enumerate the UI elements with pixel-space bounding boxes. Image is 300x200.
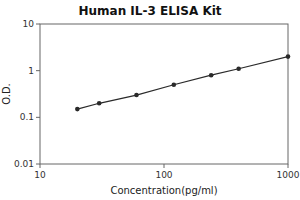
x-tick	[164, 164, 165, 168]
chart: 10 100 1000 0.01 0.1 1 10 Human IL-3 ELISA Kit C…	[0, 0, 300, 200]
data-point	[134, 93, 139, 98]
data-point	[236, 66, 241, 71]
plot-frame	[40, 24, 288, 164]
y-tick	[36, 24, 40, 25]
x-tick-label: 10	[34, 170, 46, 180]
x-label: Concentration(pg/ml)	[110, 185, 217, 196]
y-tick	[36, 70, 40, 71]
x-tick	[288, 164, 289, 168]
y-tick	[36, 117, 40, 118]
y-tick-label: 0.01	[14, 159, 34, 169]
y-tick-label: 0.1	[20, 112, 34, 122]
y-tick-label: 10	[23, 19, 35, 29]
data-line	[77, 57, 288, 110]
x-tick-label: 1000	[277, 170, 300, 180]
data-point	[286, 54, 291, 59]
x-axis: 10 100 1000	[34, 164, 299, 180]
data-point	[209, 73, 214, 78]
y-tick-label: 1	[28, 66, 34, 76]
data-point	[172, 82, 177, 87]
line-group	[77, 57, 288, 110]
title: Human IL-3 ELISA Kit	[78, 4, 221, 18]
y-tick	[36, 164, 40, 165]
x-tick-label: 100	[155, 170, 172, 180]
x-tick	[40, 164, 41, 168]
point-group	[75, 54, 290, 111]
data-point	[97, 101, 102, 106]
data-point	[75, 107, 80, 112]
y-label: O.D.	[1, 83, 12, 105]
y-axis: 0.01 0.1 1 10	[14, 19, 40, 169]
